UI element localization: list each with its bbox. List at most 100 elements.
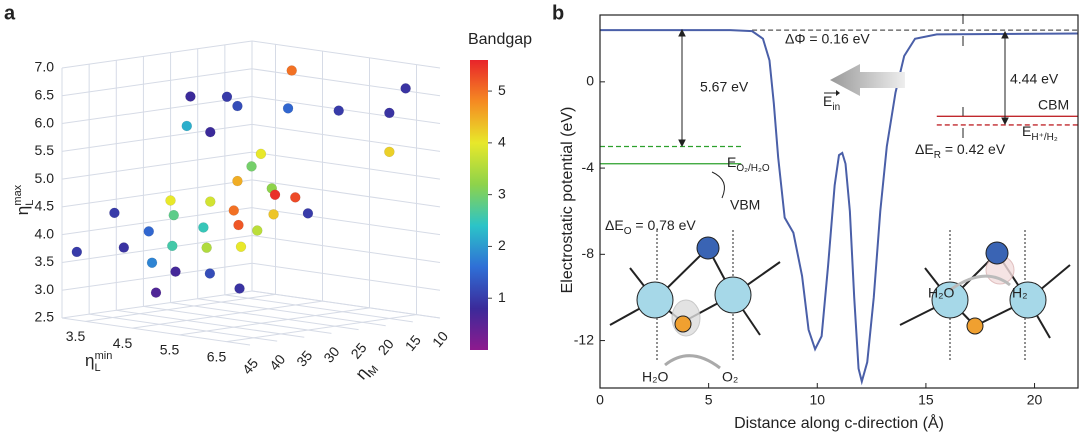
colorbar xyxy=(470,60,488,350)
annotation: EH⁺/H₂ xyxy=(1022,123,1058,143)
z-tick-label: 6.5 xyxy=(35,86,55,102)
x-tick-label: 3.5 xyxy=(66,328,86,344)
panel-b: 0 5 10 15 20 0 -4 -8 -12 Distance along c-directi… xyxy=(559,14,1079,432)
y-axis-label: Electrostatic potential (eV) xyxy=(559,107,576,294)
grid-line xyxy=(251,290,441,319)
grid-line xyxy=(170,302,359,331)
grid-line xyxy=(61,290,253,319)
grid-line xyxy=(89,313,278,342)
axis-sub: L xyxy=(94,362,100,374)
data-point xyxy=(302,208,314,219)
axis-sup: min xyxy=(95,350,113,362)
grid-line xyxy=(85,293,276,322)
z-tick-label: 2.5 xyxy=(35,309,55,325)
x-tick-label: 5.5 xyxy=(160,342,180,358)
y-tick-label: 30 xyxy=(320,343,342,365)
grid-line xyxy=(251,40,441,69)
x-tick-label: 15 xyxy=(918,392,934,408)
colorbar-tick-label: 2 xyxy=(498,237,506,253)
annotation: CBM xyxy=(1038,97,1069,113)
data-point xyxy=(269,189,281,201)
y-tick-label: 45 xyxy=(239,355,261,377)
structure-right xyxy=(899,230,1071,360)
grid-line xyxy=(251,179,441,208)
grid-line xyxy=(61,151,253,180)
data-point xyxy=(198,222,209,233)
y-tick-label: 10 xyxy=(429,328,451,350)
data-point xyxy=(168,209,179,221)
grid-line xyxy=(251,234,441,263)
grid-line xyxy=(61,262,253,291)
y-tick-label: -4 xyxy=(582,159,595,175)
gap-arrows xyxy=(678,14,1009,199)
data-point xyxy=(205,126,216,138)
data-point xyxy=(228,205,240,216)
annotation: 5.67 eV xyxy=(700,79,749,95)
data-point xyxy=(232,175,243,187)
z-tick-label: 3.0 xyxy=(35,281,55,297)
data-point xyxy=(143,226,155,237)
panel-label: b xyxy=(552,2,564,24)
panel-a: 2.53.03.54.04.55.05.56.06.57.01015202530… xyxy=(12,31,532,386)
z-tick-label: 7.0 xyxy=(35,59,55,75)
data-point xyxy=(118,242,130,253)
grid-line xyxy=(251,207,441,236)
data-point xyxy=(146,257,158,268)
axis-sup: max xyxy=(12,184,24,205)
data-point xyxy=(400,83,411,94)
data-point xyxy=(167,240,178,252)
annotation: O₂ xyxy=(722,369,738,385)
grid-line xyxy=(251,96,441,125)
data-point xyxy=(109,207,120,219)
data-point xyxy=(252,225,263,236)
grid-line xyxy=(61,179,253,208)
z-tick-label: 5.0 xyxy=(35,170,55,186)
grid-line xyxy=(251,123,441,152)
grid-line xyxy=(224,294,413,323)
axis-symbol: η xyxy=(13,206,32,215)
annotation: H₂O xyxy=(928,285,955,301)
annotation: ΔΦ = 0.16 eV xyxy=(785,31,870,47)
data-point xyxy=(268,209,279,220)
data-point xyxy=(234,283,245,294)
x-tick-label: 0 xyxy=(596,392,604,408)
data-point xyxy=(384,146,395,158)
grid-line xyxy=(61,123,253,152)
data-point xyxy=(246,161,257,172)
grid-line xyxy=(251,68,441,97)
z-tick-label: 5.5 xyxy=(35,142,55,158)
z-tick-label: 4.0 xyxy=(35,225,55,241)
y-tick-label: 0 xyxy=(586,73,594,89)
data-point xyxy=(221,91,233,103)
grid-line xyxy=(251,262,441,291)
x-tick-label: 20 xyxy=(1027,392,1043,408)
grid-line xyxy=(132,300,323,329)
data-point xyxy=(185,91,196,102)
x-tick-label: 5 xyxy=(705,392,713,408)
data-point xyxy=(150,287,162,298)
colorbar-tick-label: 1 xyxy=(498,289,506,305)
data-point xyxy=(255,148,267,160)
axis-label: ηLmax xyxy=(12,184,36,215)
grid-line xyxy=(197,298,386,327)
annotation: ΔER = 0.42 eV xyxy=(915,141,1006,161)
annotation: EO₂/H₂O xyxy=(727,154,770,174)
data-point xyxy=(384,107,395,119)
z-tick-label: 3.5 xyxy=(35,253,55,269)
z-tick-label: 6.0 xyxy=(35,114,55,130)
structure-left xyxy=(609,230,781,370)
y-tick-label: 35 xyxy=(293,347,315,369)
plot-frame xyxy=(599,14,1079,389)
annotation: 4.44 eV xyxy=(1010,71,1059,87)
grid-line xyxy=(226,314,417,343)
y-tick-label: -12 xyxy=(574,331,594,347)
field-arrow xyxy=(830,64,905,96)
plot: 0 5 10 15 20 0 -4 -8 -12 Distance along c-directi… xyxy=(559,14,1079,432)
grid-line xyxy=(61,207,253,236)
annotation: VBM xyxy=(730,197,760,213)
y-tick-label: 15 xyxy=(402,332,424,354)
axis-label: ηM xyxy=(352,357,381,386)
y-tick-label: 40 xyxy=(266,351,288,373)
